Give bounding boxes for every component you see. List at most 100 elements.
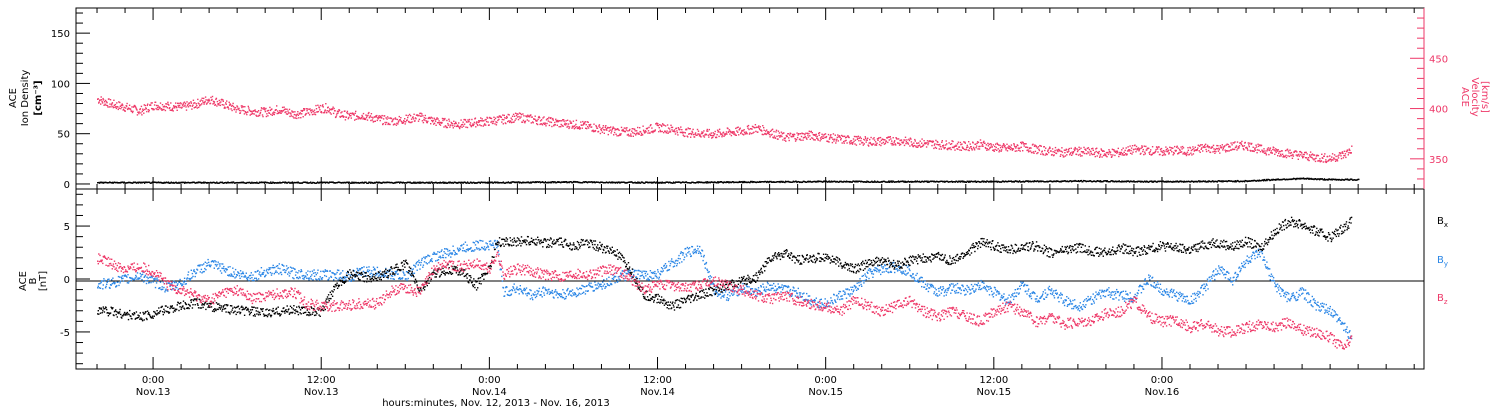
velocity-point — [436, 117, 438, 119]
density-point — [332, 181, 334, 183]
velocity-point — [1084, 148, 1087, 150]
velocity-point — [1234, 141, 1236, 143]
velocity-point — [277, 110, 279, 112]
velocity-point — [323, 111, 325, 114]
by-point — [162, 288, 164, 290]
by-point — [131, 277, 133, 279]
velocity-point — [953, 145, 956, 147]
velocity-point — [1030, 147, 1032, 149]
velocity-point — [616, 135, 618, 137]
velocity-point — [589, 123, 592, 126]
density-point — [1356, 179, 1359, 181]
velocity-point — [317, 104, 319, 106]
velocity-point — [1265, 154, 1268, 156]
velocity-point — [772, 137, 775, 139]
x-tick-date: Nov.13 — [304, 387, 339, 398]
velocity-point — [1101, 156, 1103, 158]
velocity-point — [646, 127, 649, 129]
velocity-point — [1297, 158, 1299, 160]
velocity-point — [1240, 142, 1242, 144]
velocity-point — [1115, 150, 1118, 153]
velocity-point — [843, 142, 845, 144]
by-point — [255, 277, 257, 279]
velocity-point — [1275, 148, 1277, 150]
velocity-point — [838, 136, 840, 138]
by-point — [251, 279, 254, 282]
velocity-point — [469, 123, 471, 126]
velocity-point — [1118, 153, 1120, 155]
by-point — [210, 264, 212, 266]
velocity-point — [1111, 155, 1113, 158]
velocity-point — [411, 121, 413, 123]
velocity-point — [340, 112, 342, 114]
velocity-point — [1341, 151, 1344, 153]
velocity-point — [971, 149, 973, 151]
velocity-point — [976, 141, 979, 143]
velocity-point — [623, 127, 626, 129]
velocity-point — [468, 120, 470, 122]
velocity-point — [865, 137, 867, 139]
velocity-point — [747, 124, 750, 127]
velocity-point — [1117, 151, 1119, 154]
density-point — [399, 182, 401, 184]
velocity-point — [1219, 145, 1221, 147]
velocity-point — [1102, 150, 1104, 152]
velocity-point — [585, 127, 587, 129]
velocity-point — [200, 99, 202, 101]
velocity-point — [770, 129, 773, 131]
velocity-point — [1235, 146, 1237, 149]
velocity-point — [1114, 151, 1117, 153]
velocity-point — [357, 118, 359, 120]
density-point — [421, 182, 423, 184]
density-point — [1232, 180, 1235, 183]
density-point — [619, 182, 622, 184]
velocity-point — [207, 101, 209, 103]
density-point — [890, 180, 893, 182]
velocity-point — [513, 115, 516, 117]
velocity-point — [1350, 152, 1352, 154]
density-point — [822, 181, 824, 183]
velocity-point — [769, 136, 771, 138]
by-point — [242, 271, 244, 273]
by-point — [234, 268, 237, 271]
velocity-point — [1204, 143, 1207, 145]
velocity-point — [336, 112, 338, 115]
density-point — [417, 181, 420, 184]
velocity-point — [1022, 141, 1024, 144]
velocity-point — [255, 114, 257, 116]
density-point — [457, 182, 459, 184]
velocity-point — [844, 135, 846, 137]
velocity-point — [161, 104, 164, 106]
velocity-point — [934, 143, 936, 145]
velocity-point — [270, 113, 272, 116]
density-point — [968, 180, 970, 182]
velocity-point — [1194, 149, 1196, 152]
velocity-point — [862, 142, 864, 144]
density-point — [529, 182, 531, 184]
velocity-point — [581, 127, 583, 129]
by-point — [261, 272, 264, 274]
by-point — [260, 275, 262, 277]
velocity-point — [1016, 150, 1018, 152]
velocity-point — [391, 120, 394, 122]
density-point — [1308, 177, 1310, 180]
velocity-point — [519, 117, 521, 119]
velocity-point — [107, 106, 109, 108]
velocity-point — [1072, 153, 1074, 155]
velocity-point — [510, 121, 513, 124]
velocity-point — [1281, 150, 1283, 152]
by-point — [141, 279, 143, 281]
velocity-point — [1148, 152, 1150, 154]
density-point — [1080, 179, 1083, 182]
velocity-point — [332, 106, 334, 108]
velocity-point — [458, 122, 460, 124]
velocity-point — [353, 113, 355, 115]
x-tick-time: 12:00 — [979, 375, 1008, 386]
velocity-point — [131, 106, 133, 108]
velocity-point — [857, 137, 859, 140]
velocity-point — [1305, 151, 1307, 154]
velocity-point — [186, 101, 188, 103]
velocity-point — [1125, 153, 1127, 155]
by-point — [164, 289, 167, 291]
velocity-point — [264, 109, 266, 111]
